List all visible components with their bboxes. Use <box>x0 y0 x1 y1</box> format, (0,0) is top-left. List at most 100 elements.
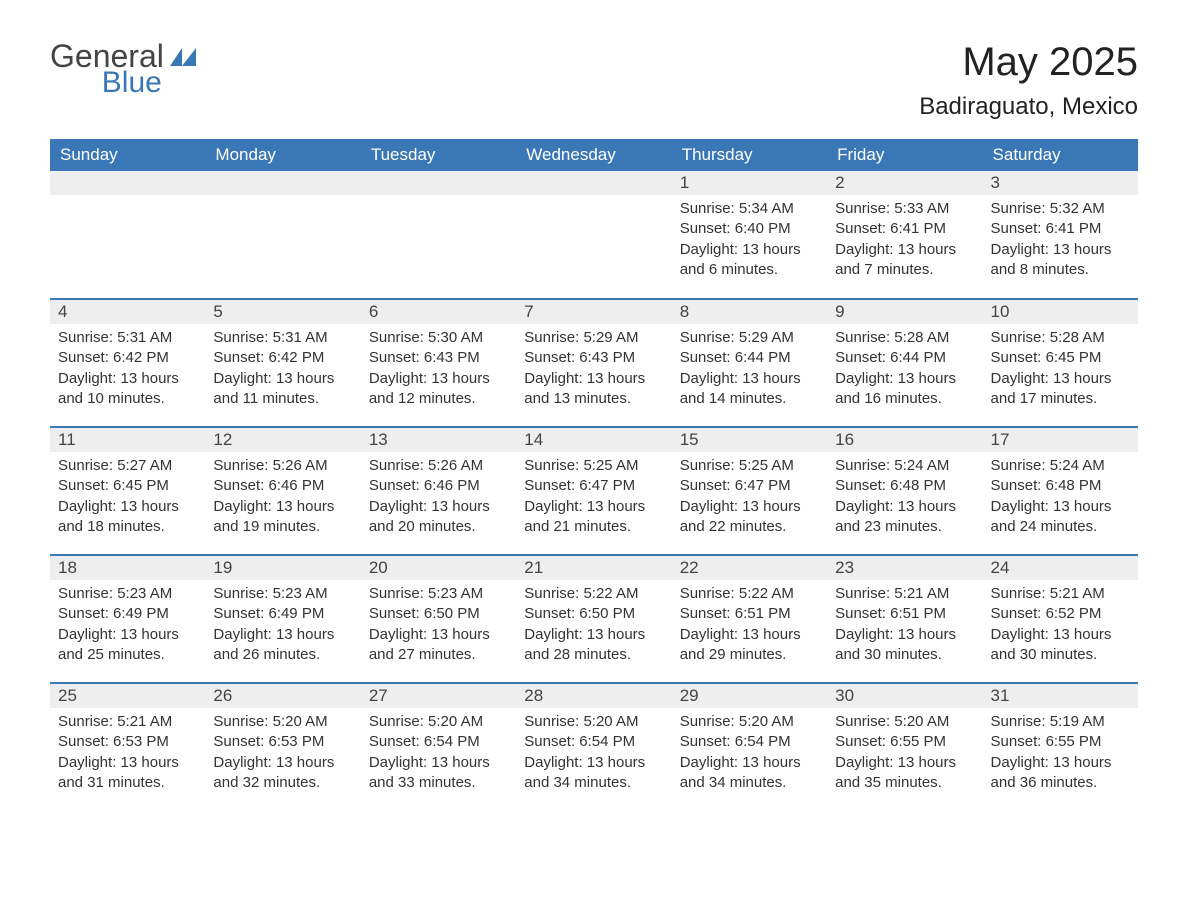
sunset-line: Sunset: 6:44 PM <box>680 348 819 368</box>
calendar-cell: 13Sunrise: 5:26 AMSunset: 6:46 PMDayligh… <box>361 427 516 555</box>
sunrise-line: Sunrise: 5:28 AM <box>991 328 1130 348</box>
day-details: Sunrise: 5:24 AMSunset: 6:48 PMDaylight:… <box>983 452 1138 545</box>
day-number: 8 <box>672 300 827 324</box>
day-number: 30 <box>827 684 982 708</box>
calendar-week-row: 4Sunrise: 5:31 AMSunset: 6:42 PMDaylight… <box>50 299 1138 427</box>
daylight-line: Daylight: 13 hours and 18 minutes. <box>58 497 197 538</box>
day-details: Sunrise: 5:25 AMSunset: 6:47 PMDaylight:… <box>672 452 827 545</box>
calendar-cell: 28Sunrise: 5:20 AMSunset: 6:54 PMDayligh… <box>516 683 671 811</box>
sunset-line: Sunset: 6:48 PM <box>991 476 1130 496</box>
daylight-line: Daylight: 13 hours and 32 minutes. <box>213 753 352 794</box>
calendar-cell: 23Sunrise: 5:21 AMSunset: 6:51 PMDayligh… <box>827 555 982 683</box>
title-block: May 2025 Badiraguato, Mexico <box>919 40 1138 121</box>
calendar-cell: 15Sunrise: 5:25 AMSunset: 6:47 PMDayligh… <box>672 427 827 555</box>
daylight-line: Daylight: 13 hours and 34 minutes. <box>680 753 819 794</box>
daylight-line: Daylight: 13 hours and 16 minutes. <box>835 369 974 410</box>
day-details: Sunrise: 5:22 AMSunset: 6:51 PMDaylight:… <box>672 580 827 673</box>
sunrise-line: Sunrise: 5:21 AM <box>58 712 197 732</box>
sunset-line: Sunset: 6:55 PM <box>991 732 1130 752</box>
sunrise-line: Sunrise: 5:29 AM <box>524 328 663 348</box>
daylight-line: Daylight: 13 hours and 29 minutes. <box>680 625 819 666</box>
header: General Blue May 2025 Badiraguato, Mexic… <box>50 40 1138 121</box>
sunset-line: Sunset: 6:54 PM <box>524 732 663 752</box>
day-number: 31 <box>983 684 1138 708</box>
sunrise-line: Sunrise: 5:20 AM <box>524 712 663 732</box>
day-number: 27 <box>361 684 516 708</box>
day-number: 23 <box>827 556 982 580</box>
sunrise-line: Sunrise: 5:21 AM <box>835 584 974 604</box>
sunrise-line: Sunrise: 5:20 AM <box>369 712 508 732</box>
sunset-line: Sunset: 6:48 PM <box>835 476 974 496</box>
day-details: Sunrise: 5:33 AMSunset: 6:41 PMDaylight:… <box>827 195 982 288</box>
calendar-cell: 31Sunrise: 5:19 AMSunset: 6:55 PMDayligh… <box>983 683 1138 811</box>
calendar-cell: 1Sunrise: 5:34 AMSunset: 6:40 PMDaylight… <box>672 171 827 299</box>
sunrise-line: Sunrise: 5:28 AM <box>835 328 974 348</box>
day-number: 16 <box>827 428 982 452</box>
day-details: Sunrise: 5:29 AMSunset: 6:44 PMDaylight:… <box>672 324 827 417</box>
daylight-line: Daylight: 13 hours and 31 minutes. <box>58 753 197 794</box>
day-number: 12 <box>205 428 360 452</box>
empty-day-header <box>516 171 671 195</box>
daylight-line: Daylight: 13 hours and 30 minutes. <box>991 625 1130 666</box>
sunrise-line: Sunrise: 5:32 AM <box>991 199 1130 219</box>
sunrise-line: Sunrise: 5:19 AM <box>991 712 1130 732</box>
calendar-cell: 16Sunrise: 5:24 AMSunset: 6:48 PMDayligh… <box>827 427 982 555</box>
day-number: 28 <box>516 684 671 708</box>
empty-day-header <box>361 171 516 195</box>
day-number: 14 <box>516 428 671 452</box>
sunrise-line: Sunrise: 5:26 AM <box>369 456 508 476</box>
day-number: 17 <box>983 428 1138 452</box>
calendar-cell: 5Sunrise: 5:31 AMSunset: 6:42 PMDaylight… <box>205 299 360 427</box>
calendar-cell: 6Sunrise: 5:30 AMSunset: 6:43 PMDaylight… <box>361 299 516 427</box>
day-details: Sunrise: 5:21 AMSunset: 6:51 PMDaylight:… <box>827 580 982 673</box>
calendar-cell: 2Sunrise: 5:33 AMSunset: 6:41 PMDaylight… <box>827 171 982 299</box>
sunrise-line: Sunrise: 5:24 AM <box>991 456 1130 476</box>
day-details: Sunrise: 5:25 AMSunset: 6:47 PMDaylight:… <box>516 452 671 545</box>
day-details: Sunrise: 5:28 AMSunset: 6:45 PMDaylight:… <box>983 324 1138 417</box>
daylight-line: Daylight: 13 hours and 24 minutes. <box>991 497 1130 538</box>
calendar-cell: 11Sunrise: 5:27 AMSunset: 6:45 PMDayligh… <box>50 427 205 555</box>
sunset-line: Sunset: 6:44 PM <box>835 348 974 368</box>
sunset-line: Sunset: 6:45 PM <box>991 348 1130 368</box>
sunrise-line: Sunrise: 5:33 AM <box>835 199 974 219</box>
day-details: Sunrise: 5:24 AMSunset: 6:48 PMDaylight:… <box>827 452 982 545</box>
sunset-line: Sunset: 6:51 PM <box>835 604 974 624</box>
daylight-line: Daylight: 13 hours and 30 minutes. <box>835 625 974 666</box>
day-number: 5 <box>205 300 360 324</box>
calendar-cell: 25Sunrise: 5:21 AMSunset: 6:53 PMDayligh… <box>50 683 205 811</box>
calendar-cell: 21Sunrise: 5:22 AMSunset: 6:50 PMDayligh… <box>516 555 671 683</box>
daylight-line: Daylight: 13 hours and 28 minutes. <box>524 625 663 666</box>
weekday-header: Thursday <box>672 139 827 171</box>
page-title: May 2025 <box>919 40 1138 85</box>
calendar-cell: 17Sunrise: 5:24 AMSunset: 6:48 PMDayligh… <box>983 427 1138 555</box>
day-details: Sunrise: 5:29 AMSunset: 6:43 PMDaylight:… <box>516 324 671 417</box>
sunrise-line: Sunrise: 5:29 AM <box>680 328 819 348</box>
day-details: Sunrise: 5:20 AMSunset: 6:55 PMDaylight:… <box>827 708 982 801</box>
daylight-line: Daylight: 13 hours and 11 minutes. <box>213 369 352 410</box>
day-details: Sunrise: 5:23 AMSunset: 6:49 PMDaylight:… <box>50 580 205 673</box>
sunset-line: Sunset: 6:42 PM <box>213 348 352 368</box>
day-number: 15 <box>672 428 827 452</box>
sunset-line: Sunset: 6:45 PM <box>58 476 197 496</box>
calendar-cell: 20Sunrise: 5:23 AMSunset: 6:50 PMDayligh… <box>361 555 516 683</box>
day-details: Sunrise: 5:30 AMSunset: 6:43 PMDaylight:… <box>361 324 516 417</box>
day-details: Sunrise: 5:26 AMSunset: 6:46 PMDaylight:… <box>205 452 360 545</box>
sunrise-line: Sunrise: 5:27 AM <box>58 456 197 476</box>
logo-triangle-icon <box>170 46 200 75</box>
calendar-week-row: 11Sunrise: 5:27 AMSunset: 6:45 PMDayligh… <box>50 427 1138 555</box>
daylight-line: Daylight: 13 hours and 13 minutes. <box>524 369 663 410</box>
calendar-cell: 4Sunrise: 5:31 AMSunset: 6:42 PMDaylight… <box>50 299 205 427</box>
calendar-cell <box>516 171 671 299</box>
day-number: 9 <box>827 300 982 324</box>
sunset-line: Sunset: 6:42 PM <box>58 348 197 368</box>
calendar-cell <box>361 171 516 299</box>
calendar-cell: 26Sunrise: 5:20 AMSunset: 6:53 PMDayligh… <box>205 683 360 811</box>
calendar-cell: 29Sunrise: 5:20 AMSunset: 6:54 PMDayligh… <box>672 683 827 811</box>
day-number: 22 <box>672 556 827 580</box>
sunset-line: Sunset: 6:51 PM <box>680 604 819 624</box>
day-details: Sunrise: 5:23 AMSunset: 6:50 PMDaylight:… <box>361 580 516 673</box>
sunrise-line: Sunrise: 5:25 AM <box>680 456 819 476</box>
day-details: Sunrise: 5:20 AMSunset: 6:54 PMDaylight:… <box>516 708 671 801</box>
day-number: 20 <box>361 556 516 580</box>
sunrise-line: Sunrise: 5:26 AM <box>213 456 352 476</box>
